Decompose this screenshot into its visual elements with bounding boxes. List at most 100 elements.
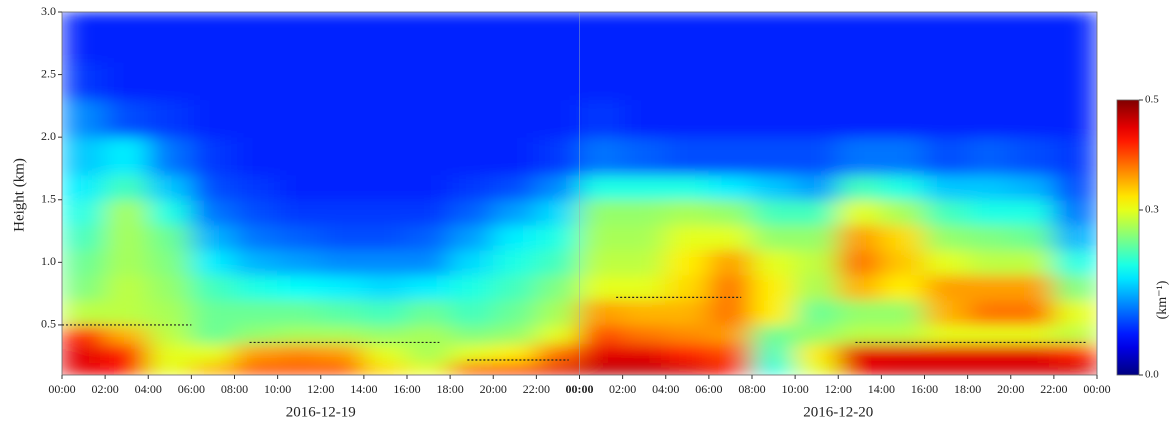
heatmap-cell <box>1053 299 1097 326</box>
heatmap-cell <box>751 299 796 326</box>
heatmap-cell <box>665 343 710 363</box>
heatmap-cell <box>794 61 839 101</box>
heatmap-cell <box>535 61 580 101</box>
heatmap-cell <box>104 361 149 375</box>
heatmap-cell <box>924 299 969 326</box>
heatmap-cell <box>320 299 365 326</box>
heatmap-cell <box>406 224 451 251</box>
heatmap-cell <box>234 136 279 176</box>
heatmap-cell <box>492 249 537 276</box>
heatmap-cell <box>880 324 925 345</box>
heatmap-cell <box>665 61 710 101</box>
heatmap-cell <box>579 249 624 276</box>
heatmap-cell <box>277 324 322 345</box>
heatmap-cell <box>794 274 839 301</box>
heatmap-cell <box>1010 61 1055 101</box>
heatmap-cell <box>708 199 753 226</box>
heatmap-cell <box>1010 299 1055 326</box>
heatmap-cells <box>62 12 1097 375</box>
heatmap-cell <box>190 249 235 276</box>
x-tick-label: 04:00 <box>652 382 679 396</box>
heatmap-cell <box>794 224 839 251</box>
heatmap-cell <box>234 199 279 226</box>
heatmap-cell <box>1053 61 1097 101</box>
heatmap-cell <box>363 224 408 251</box>
heatmap-cell <box>924 136 969 176</box>
heatmap-cell <box>363 12 408 63</box>
heatmap-cell <box>924 61 969 101</box>
heatmap-cell <box>880 343 925 363</box>
heatmap <box>62 12 1097 375</box>
heatmap-cell <box>837 324 882 345</box>
heatmap-cell <box>622 12 667 63</box>
heatmap-cell <box>579 136 624 176</box>
heatmap-cell <box>363 249 408 276</box>
heatmap-cell <box>794 199 839 226</box>
heatmap-cell <box>147 99 192 138</box>
heatmap-cell <box>967 299 1012 326</box>
heatmap-cell <box>277 274 322 301</box>
heatmap-cell <box>665 136 710 176</box>
heatmap-cell <box>665 99 710 138</box>
heatmap-cell <box>449 249 494 276</box>
heatmap-cell <box>62 12 106 63</box>
heatmap-cell <box>967 174 1012 201</box>
heatmap-cell <box>535 199 580 226</box>
heatmap-cell <box>622 224 667 251</box>
heatmap-cell <box>1010 199 1055 226</box>
heatmap-cell <box>751 274 796 301</box>
heatmap-cell <box>708 299 753 326</box>
heatmap-cell <box>751 12 796 63</box>
heatmap-cell <box>880 12 925 63</box>
heatmap-cell <box>277 61 322 101</box>
heatmap-cell <box>277 199 322 226</box>
heatmap-cell <box>837 12 882 63</box>
heatmap-cell <box>535 361 580 375</box>
heatmap-cell <box>104 136 149 176</box>
colorbar-tick-label: 0.3 <box>1145 204 1159 216</box>
heatmap-cell <box>104 299 149 326</box>
heatmap-cell <box>1053 249 1097 276</box>
x-tick-label: 18:00 <box>436 382 463 396</box>
heatmap-cell <box>880 224 925 251</box>
heatmap-cell <box>579 61 624 101</box>
x-tick-label: 16:00 <box>911 382 938 396</box>
heatmap-cell <box>535 12 580 63</box>
heatmap-cell <box>406 136 451 176</box>
y-tick-label: 2.0 <box>41 129 56 143</box>
heatmap-cell <box>1010 274 1055 301</box>
heatmap-cell <box>622 324 667 345</box>
heatmap-cell <box>579 324 624 345</box>
heatmap-cell <box>622 99 667 138</box>
heatmap-cell <box>794 343 839 363</box>
heatmap-cell <box>751 199 796 226</box>
heatmap-cell <box>837 61 882 101</box>
heatmap-cell <box>967 324 1012 345</box>
heatmap-cell <box>967 224 1012 251</box>
heatmap-cell <box>492 61 537 101</box>
heatmap-cell <box>1010 361 1055 375</box>
heatmap-cell <box>190 343 235 363</box>
heatmap-cell <box>1053 199 1097 226</box>
heatmap-cell <box>794 12 839 63</box>
heatmap-cell <box>147 174 192 201</box>
heatmap-cell <box>449 12 494 63</box>
heatmap-cell <box>320 61 365 101</box>
heatmap-cell <box>880 299 925 326</box>
x-tick-label: 20:00 <box>480 382 507 396</box>
heatmap-cell <box>579 199 624 226</box>
heatmap-cell <box>1053 136 1097 176</box>
heatmap-cell <box>924 343 969 363</box>
heatmap-cell <box>277 299 322 326</box>
heatmap-cell <box>880 99 925 138</box>
heatmap-cell <box>320 136 365 176</box>
heatmap-cell <box>190 61 235 101</box>
heatmap-cell <box>924 12 969 63</box>
heatmap-cell <box>837 249 882 276</box>
heatmap-cell <box>924 249 969 276</box>
heatmap-cell <box>320 361 365 375</box>
colorbar-tick-label: 0.5 <box>1145 94 1159 106</box>
heatmap-cell <box>320 224 365 251</box>
heatmap-cell <box>492 136 537 176</box>
heatmap-cell <box>492 99 537 138</box>
